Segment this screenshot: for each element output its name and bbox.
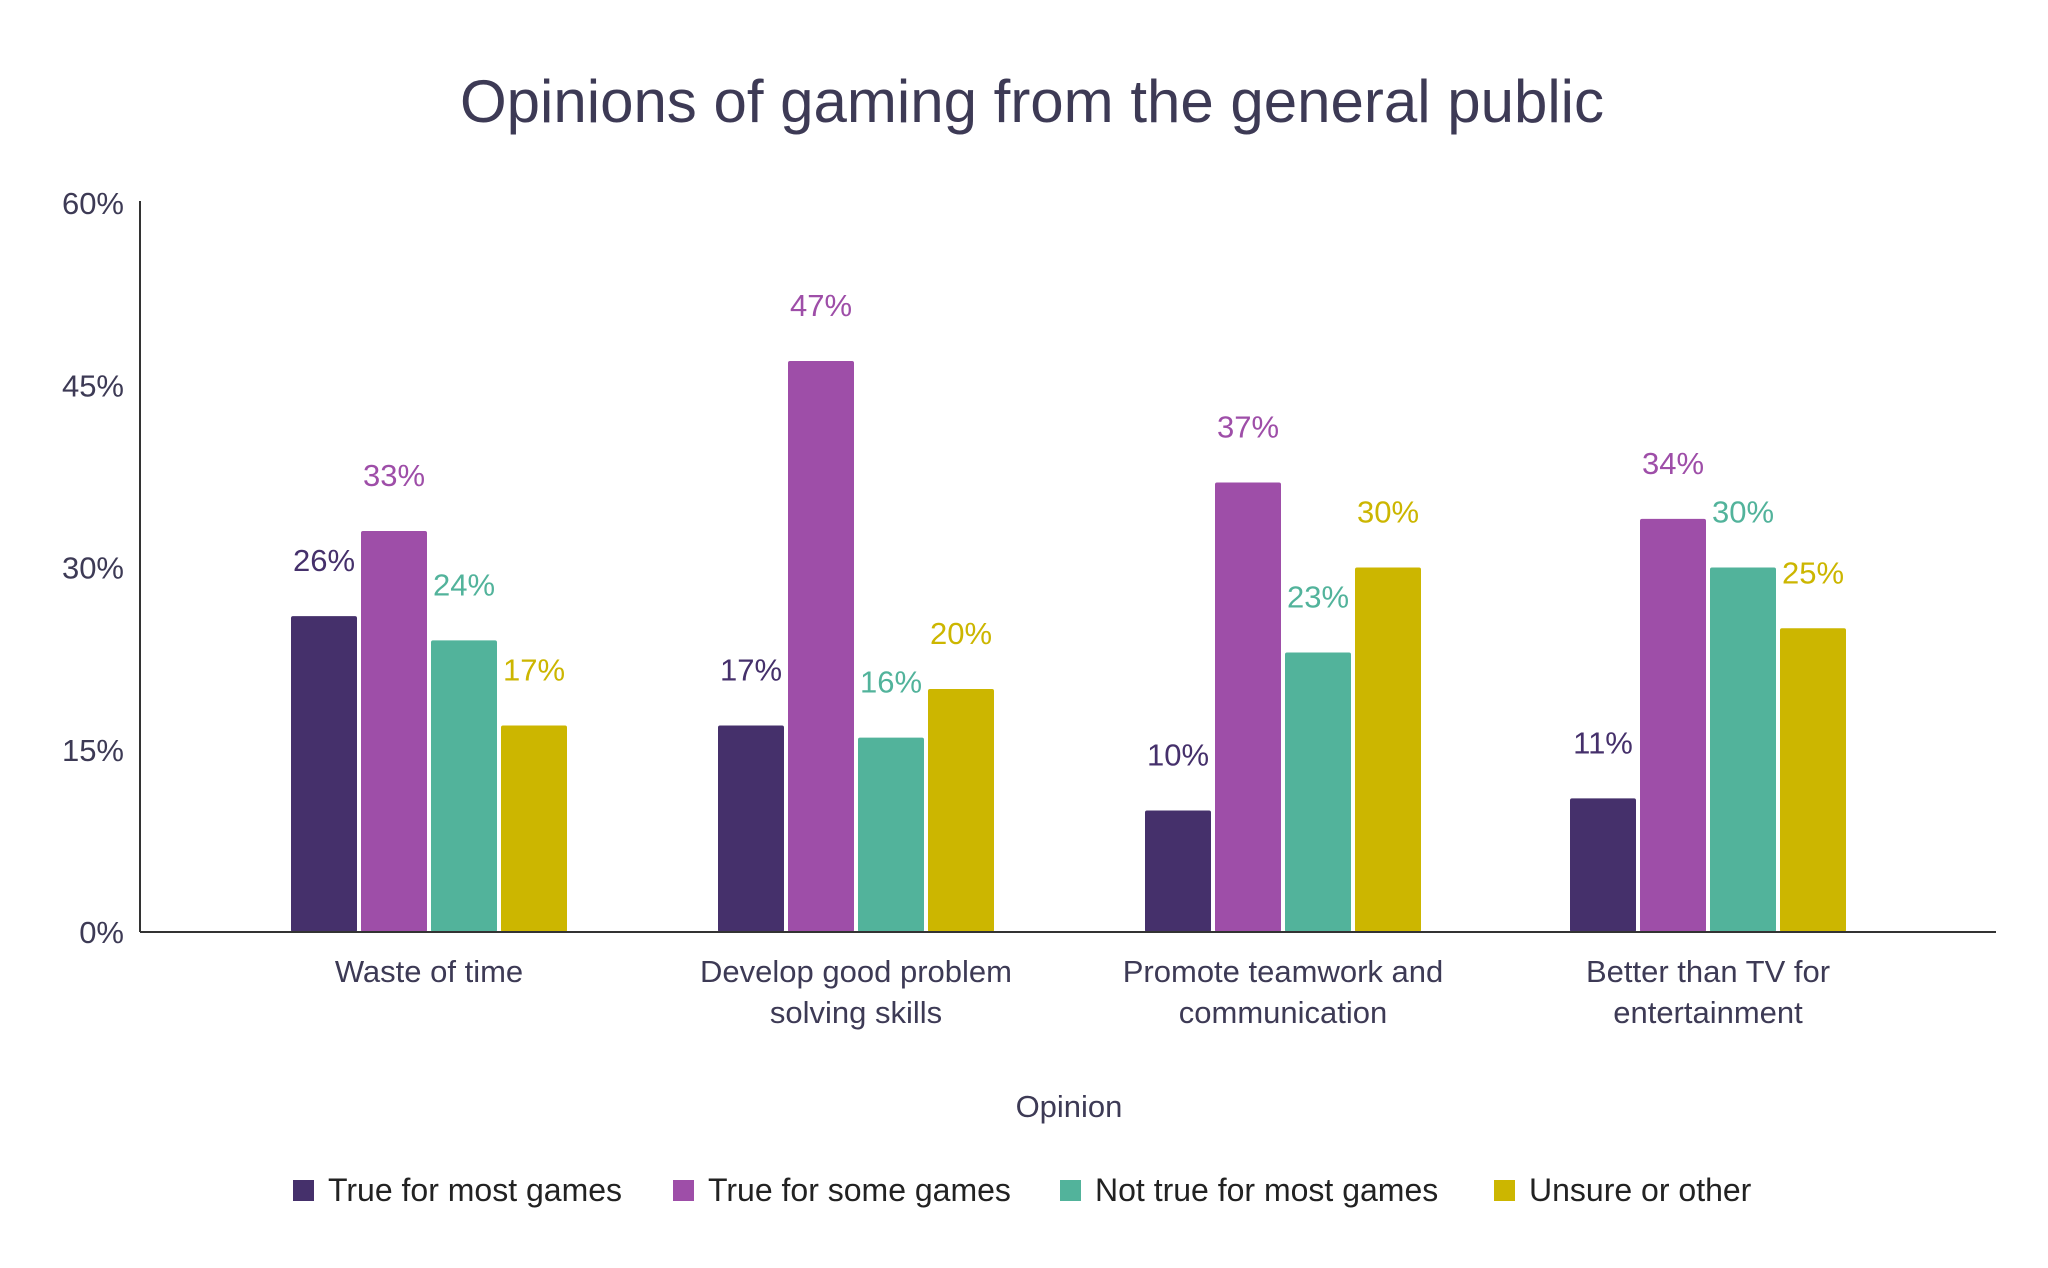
- data-label: 10%: [1147, 738, 1209, 773]
- data-label: 24%: [433, 567, 495, 602]
- x-tick-label: Promote teamwork and: [1123, 954, 1443, 989]
- data-label: 25%: [1782, 555, 1844, 590]
- y-tick-label: 30%: [62, 551, 124, 586]
- y-tick-label: 45%: [62, 368, 124, 403]
- bar: [361, 531, 427, 932]
- legend-swatch: [1060, 1180, 1081, 1201]
- bar: [928, 689, 994, 932]
- data-label: 34%: [1642, 446, 1704, 481]
- x-tick-label: Waste of time: [335, 954, 523, 989]
- data-label: 26%: [293, 543, 355, 578]
- y-tick-label: 15%: [62, 733, 124, 768]
- x-tick-label: communication: [1179, 995, 1387, 1030]
- bar: [431, 640, 497, 932]
- legend-label: True for some games: [708, 1172, 1011, 1208]
- data-label: 23%: [1287, 580, 1349, 615]
- x-axis-title: Opinion: [1016, 1089, 1123, 1124]
- legend-label: Unsure or other: [1529, 1172, 1752, 1208]
- legend-swatch: [673, 1180, 694, 1201]
- bar: [1570, 798, 1636, 932]
- bar: [1710, 567, 1776, 932]
- bar: [1285, 652, 1351, 932]
- data-label: 17%: [503, 652, 565, 687]
- data-label: 20%: [930, 616, 992, 651]
- legend-swatch: [293, 1180, 314, 1201]
- bar: [1215, 482, 1281, 932]
- bar: [1145, 810, 1211, 932]
- x-tick-label: entertainment: [1613, 995, 1803, 1030]
- legend-swatch: [1494, 1180, 1515, 1201]
- data-label: 30%: [1357, 495, 1419, 530]
- chart-title: Opinions of gaming from the general publ…: [460, 68, 1604, 135]
- bar: [1355, 567, 1421, 932]
- data-label: 11%: [1573, 725, 1633, 760]
- bar: [501, 725, 567, 932]
- bar: [718, 725, 784, 932]
- data-label: 33%: [363, 458, 425, 493]
- bar: [1780, 628, 1846, 932]
- data-label: 17%: [720, 652, 782, 687]
- bar: [788, 360, 854, 932]
- data-label: 16%: [860, 665, 922, 700]
- legend-label: Not true for most games: [1095, 1172, 1438, 1208]
- y-tick-label: 0%: [79, 915, 124, 950]
- bar: [1640, 518, 1706, 932]
- x-tick-label: Develop good problem: [700, 954, 1012, 989]
- y-tick-label: 60%: [62, 186, 124, 221]
- legend-label: True for most games: [328, 1172, 622, 1208]
- x-tick-label: solving skills: [770, 995, 942, 1030]
- data-label: 30%: [1712, 495, 1774, 530]
- bar: [291, 616, 357, 932]
- x-tick-label: Better than TV for: [1586, 954, 1830, 989]
- data-label: 37%: [1217, 409, 1279, 444]
- bar: [858, 737, 924, 932]
- data-label: 47%: [790, 288, 852, 323]
